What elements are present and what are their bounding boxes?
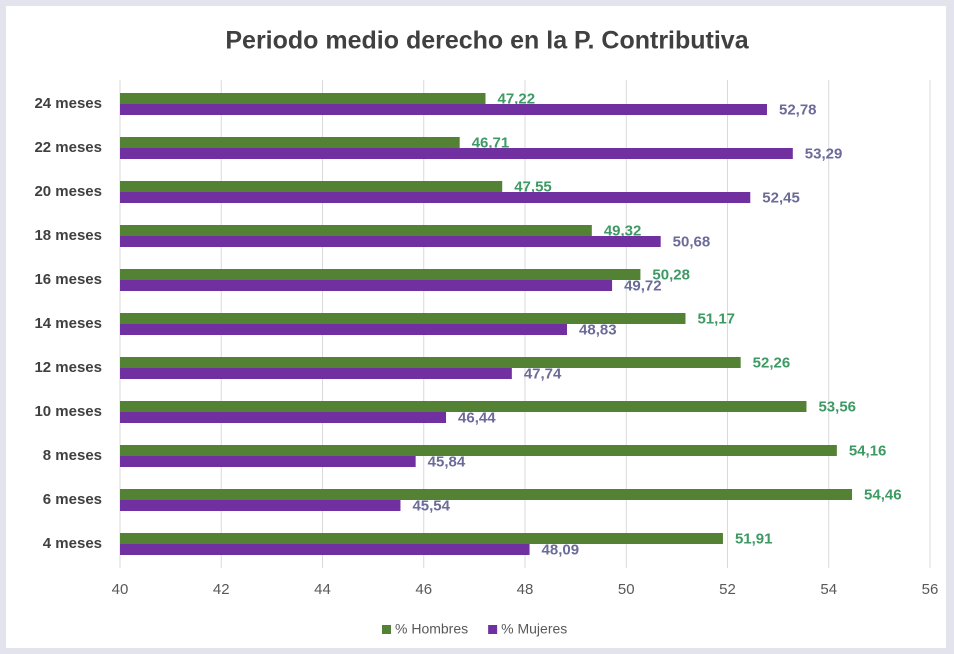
bar [120, 445, 837, 456]
legend-swatch [382, 625, 391, 634]
data-label: 46,44 [458, 409, 496, 426]
y-tick-label: 8 meses [43, 447, 102, 464]
data-label: 45,54 [412, 497, 450, 514]
bar [120, 456, 416, 467]
data-label: 47,55 [514, 178, 552, 195]
x-tick-label: 44 [314, 581, 331, 598]
x-tick-label: 56 [922, 581, 939, 598]
bar [120, 181, 503, 192]
bar [120, 357, 741, 368]
legend-label: % Mujeres [501, 621, 567, 637]
x-tick-label: 42 [213, 581, 230, 598]
y-tick-label: 22 meses [34, 139, 102, 156]
bar [120, 148, 793, 159]
data-label: 51,91 [735, 530, 773, 547]
data-label: 45,84 [428, 453, 466, 470]
x-tick-label: 52 [719, 581, 736, 598]
bar [120, 225, 592, 236]
data-label: 53,29 [805, 145, 843, 162]
data-label: 54,16 [849, 442, 887, 459]
bar [120, 412, 447, 423]
x-tick-label: 48 [517, 581, 534, 598]
legend-label: % Hombres [395, 621, 468, 637]
x-tick-label: 50 [618, 581, 635, 598]
legend-swatch [488, 625, 498, 634]
bar [120, 533, 723, 544]
bar [120, 313, 686, 324]
data-label: 53,56 [818, 398, 856, 415]
bar [120, 236, 661, 247]
bar [120, 192, 751, 203]
y-tick-label: 20 meses [34, 183, 102, 200]
data-label: 49,72 [624, 277, 662, 294]
data-label: 47,22 [498, 90, 536, 107]
x-tick-label: 46 [415, 581, 432, 598]
bar [120, 324, 568, 335]
data-label: 46,71 [472, 134, 510, 151]
x-tick-label: 40 [112, 581, 129, 598]
y-tick-label: 14 meses [34, 315, 102, 332]
bar [120, 93, 486, 104]
bar [120, 544, 530, 555]
bar [120, 368, 512, 379]
data-label: 48,83 [579, 321, 617, 338]
data-label: 52,26 [753, 354, 791, 371]
data-label: 54,46 [864, 486, 902, 503]
data-label: 48,09 [542, 541, 580, 558]
bar [120, 269, 641, 280]
data-label: 47,74 [524, 365, 562, 382]
bar [120, 137, 460, 148]
data-label: 50,68 [673, 233, 711, 250]
y-tick-label: 4 meses [43, 535, 102, 552]
data-label: 52,78 [779, 101, 817, 118]
y-tick-label: 24 meses [34, 95, 102, 112]
bar [120, 401, 807, 412]
bar [120, 280, 613, 291]
y-tick-label: 10 meses [34, 403, 102, 420]
x-tick-label: 54 [820, 581, 837, 598]
bar [120, 104, 767, 115]
data-label: 51,17 [697, 310, 735, 327]
y-tick-label: 6 meses [43, 491, 102, 508]
data-label: 52,45 [762, 189, 800, 206]
chart-title: Periodo medio derecho en la P. Contribut… [225, 27, 749, 55]
y-tick-label: 18 meses [34, 227, 102, 244]
y-tick-label: 16 meses [34, 271, 102, 288]
data-label: 50,28 [652, 266, 690, 283]
y-tick-label: 12 meses [34, 359, 102, 376]
bar [120, 500, 401, 511]
bar [120, 489, 853, 500]
data-label: 49,32 [604, 222, 642, 239]
